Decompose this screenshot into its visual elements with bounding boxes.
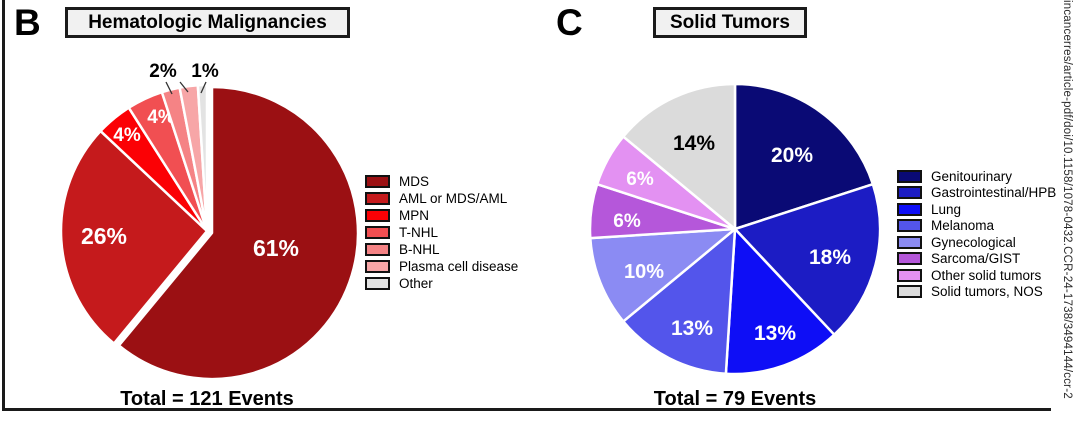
pdf-watermark-text: incancerres/article-pdf/doi/10.1158/1078… bbox=[1061, 0, 1073, 399]
pie-slice-mds bbox=[117, 85, 360, 381]
legend-item: Sarcoma/GIST bbox=[897, 251, 1056, 268]
panel-b-letter: B bbox=[14, 2, 41, 43]
pie-slice-aml-or-mds-aml bbox=[59, 129, 209, 345]
legend-swatch-genitourinary bbox=[897, 169, 922, 183]
pie-slice-other bbox=[196, 83, 209, 233]
panel-c-title: Solid Tumors bbox=[670, 11, 790, 33]
legend-swatch-lung bbox=[897, 202, 922, 216]
legend-swatch-sarcoma-gist bbox=[897, 252, 922, 266]
legend-label: Melanoma bbox=[931, 218, 995, 234]
pie-slice-label-mds: 61% bbox=[253, 235, 299, 261]
legend-item: MPN bbox=[365, 207, 518, 224]
legend-item: Plasma cell disease bbox=[365, 258, 518, 275]
panel-c-total: Total = 79 Events bbox=[653, 388, 817, 410]
legend-item: Solid tumors, NOS bbox=[897, 284, 1056, 301]
pie-slice-lung bbox=[724, 227, 836, 376]
pie-callout-label: 2% bbox=[149, 61, 177, 82]
figure-frame-left bbox=[2, 0, 5, 411]
pie-slice-label-genitourinary: 20% bbox=[771, 144, 813, 167]
panel-c-letter: C bbox=[556, 2, 583, 43]
legend-swatch-mpn bbox=[365, 209, 390, 222]
pie-slice-label-aml-or-mds-aml: 26% bbox=[81, 223, 127, 249]
legend-item: Lung bbox=[897, 201, 1056, 218]
legend-label: T-NHL bbox=[399, 225, 439, 240]
legend-swatch-other bbox=[365, 277, 390, 290]
legend-label: Plasma cell disease bbox=[399, 259, 519, 274]
panel-b-total: Total = 121 Events bbox=[120, 388, 294, 410]
legend-label: Lung bbox=[931, 201, 962, 217]
legend-label: MDS bbox=[399, 174, 429, 189]
pie-slice-label-sarcoma-gist: 6% bbox=[613, 211, 641, 232]
legend-item: AML or MDS/AML bbox=[365, 190, 518, 207]
legend-label: Gastrointestinal/HPB bbox=[931, 185, 1057, 201]
panel-b-title-box: Hematologic Malignancies bbox=[65, 7, 350, 38]
figure-frame-bottom bbox=[2, 408, 1051, 411]
panel-b-title: Hematologic Malignancies bbox=[88, 11, 327, 33]
panel-c-title-box: Solid Tumors bbox=[653, 7, 807, 38]
legend-item: Gastrointestinal/HPB bbox=[897, 185, 1056, 202]
legend-swatch-aml-or-mds-aml bbox=[365, 192, 390, 205]
legend-swatch-b-nhl bbox=[365, 243, 390, 256]
pie-slice-solid-tumors-nos bbox=[622, 82, 737, 231]
legend-item: Other solid tumors bbox=[897, 267, 1056, 284]
pie-slice-gynecological bbox=[589, 227, 737, 323]
legend-label: Solid tumors, NOS bbox=[931, 284, 1043, 300]
legend-item: Melanoma bbox=[897, 218, 1056, 235]
legend-solid-tumors: Genitourinary Gastrointestinal/HPB Lung Mel… bbox=[897, 168, 1056, 300]
leader-line bbox=[179, 81, 189, 93]
legend-swatch-gastrointestinal-hpb bbox=[897, 186, 922, 200]
legend-label: Other bbox=[399, 276, 433, 291]
legend-swatch-t-nhl bbox=[365, 226, 390, 239]
legend-item: Genitourinary bbox=[897, 168, 1056, 185]
legend-label: Gynecological bbox=[931, 234, 1016, 250]
legend-item: MDS bbox=[365, 173, 518, 190]
leader-line bbox=[200, 81, 207, 94]
legend-item: Gynecological bbox=[897, 234, 1056, 251]
legend-swatch-other-solid-tumors bbox=[897, 268, 922, 282]
legend-label: Genitourinary bbox=[931, 168, 1013, 184]
legend-swatch-mds bbox=[365, 175, 390, 188]
pie-slice-label-mpn: 4% bbox=[113, 125, 141, 146]
pie-slice-label-lung: 13% bbox=[754, 322, 796, 345]
leader-line bbox=[165, 81, 173, 95]
legend-label: MPN bbox=[399, 208, 429, 223]
legend-item: T-NHL bbox=[365, 224, 518, 241]
pie-callout-label: 1% bbox=[191, 61, 219, 82]
legend-swatch-solid-tumors-nos bbox=[897, 285, 922, 299]
legend-label: Sarcoma/GIST bbox=[931, 251, 1021, 267]
pie-slice-gastrointestinal-hpb bbox=[733, 182, 882, 336]
legend-label: B-NHL bbox=[399, 242, 440, 257]
legend-hematologic: MDS AML or MDS/AML MPN T-NHL B-NHL Plasma cel… bbox=[365, 173, 518, 292]
pie-slice-label-other-solid-tumors: 6% bbox=[626, 169, 654, 190]
pie-slice-label-gynecological: 10% bbox=[624, 261, 664, 283]
legend-swatch-plasma-cell-disease bbox=[365, 260, 390, 273]
pie-slice-melanoma bbox=[622, 227, 737, 375]
pie-slice-label-gastrointestinal-hpb: 18% bbox=[809, 246, 851, 269]
legend-swatch-melanoma bbox=[897, 219, 922, 233]
legend-label: Other solid tumors bbox=[931, 267, 1042, 283]
legend-item: B-NHL bbox=[365, 241, 518, 258]
pie-slice-genitourinary bbox=[733, 82, 875, 231]
legend-swatch-gynecological bbox=[897, 235, 922, 249]
pie-slice-label-melanoma: 13% bbox=[671, 317, 713, 340]
legend-label: AML or MDS/AML bbox=[399, 191, 508, 206]
pie-slice-label-solid-tumors-nos: 14% bbox=[673, 132, 715, 155]
legend-item: Other bbox=[365, 275, 518, 292]
